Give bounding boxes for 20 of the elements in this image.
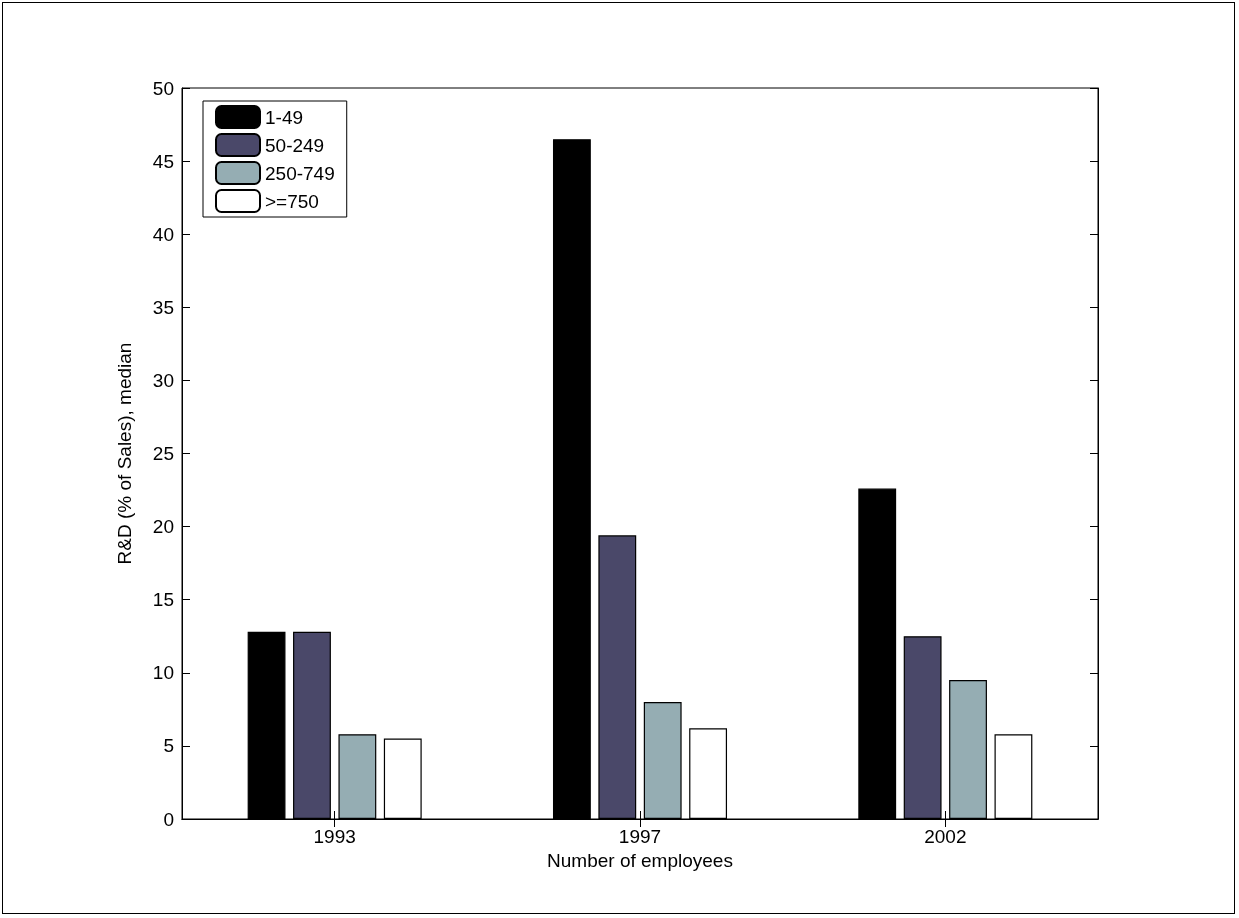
y-tick-label: 10 — [152, 662, 174, 684]
y-tick-label: 5 — [163, 735, 174, 757]
y-tick-label: 50 — [152, 77, 174, 99]
legend-label: 1-49 — [265, 106, 304, 128]
y-tick-label: 35 — [152, 296, 174, 318]
y-tick-label: 40 — [152, 223, 174, 245]
legend-label: >=750 — [265, 190, 319, 212]
y-tick-label: 15 — [152, 589, 174, 611]
x-tick-label: 1993 — [313, 826, 356, 847]
y-axis-title: R&D (% of Sales), median — [114, 342, 135, 565]
y-tick-label: 25 — [152, 443, 174, 464]
legend-label: 250-749 — [265, 162, 335, 184]
x-axis-title: Number of employees — [547, 850, 733, 871]
x-tick-label: 1997 — [618, 826, 662, 847]
y-tick-label: 20 — [152, 516, 174, 538]
legend-label: 50-249 — [265, 134, 325, 156]
y-tick-label: 45 — [152, 150, 174, 172]
x-tick-label: 2002 — [924, 826, 967, 847]
y-tick-label: 30 — [152, 369, 174, 391]
y-tick-label: 0 — [163, 808, 174, 830]
